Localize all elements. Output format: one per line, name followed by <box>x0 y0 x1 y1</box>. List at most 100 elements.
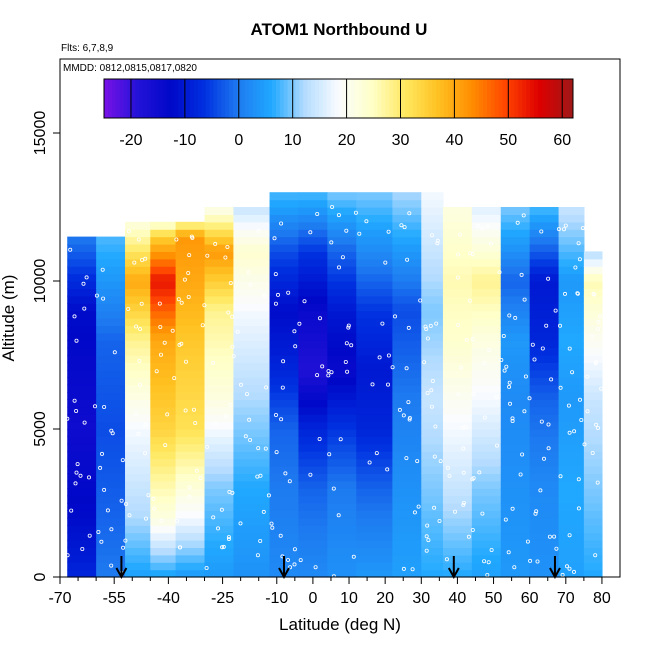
heatmap-cell <box>298 310 328 319</box>
heatmap-cell <box>298 436 328 445</box>
observation-point <box>121 545 126 550</box>
heatmap-cell <box>67 384 97 393</box>
colorbar-swatch <box>174 79 179 118</box>
heatmap-cell <box>298 562 328 571</box>
heatmap-cell <box>442 532 473 541</box>
heatmap-cell <box>150 273 177 282</box>
heatmap-cell <box>233 495 271 504</box>
heatmap-cell <box>471 303 502 312</box>
heatmap-cell <box>233 236 271 245</box>
heatmap-cell <box>356 458 393 467</box>
colorbar-swatch <box>358 79 363 118</box>
colorbar-swatch <box>252 79 257 118</box>
heatmap-cell <box>327 199 357 208</box>
heatmap-cell <box>327 540 357 548</box>
heatmap-cell <box>356 236 393 245</box>
colorbar-swatch <box>455 79 461 118</box>
heatmap-cell <box>421 466 444 474</box>
observation-point <box>567 533 572 538</box>
observation-point <box>577 257 582 262</box>
heatmap-cell <box>471 562 502 571</box>
observation-point <box>534 509 539 514</box>
x-tick-label: -55 <box>103 590 126 607</box>
observation-point <box>401 566 406 571</box>
heatmap-cell <box>356 510 393 519</box>
observation-point <box>256 446 261 451</box>
heatmap-cell <box>125 392 151 400</box>
heatmap-cell <box>269 251 300 260</box>
observation-point <box>292 562 297 567</box>
observation-point <box>102 487 107 492</box>
y-tick-label: 5000 <box>32 411 49 447</box>
observation-point <box>477 470 482 475</box>
heatmap-cell <box>471 288 502 297</box>
heatmap-cell <box>150 517 177 526</box>
heatmap-cell <box>421 221 444 230</box>
heatmap-cell <box>175 392 206 400</box>
observation-point <box>565 564 570 569</box>
observation-point <box>558 385 563 390</box>
heatmap-cell <box>233 325 271 334</box>
observation-point <box>596 425 601 430</box>
colorbar-tick-label: -20 <box>119 132 142 149</box>
observation-point <box>487 347 492 352</box>
observation-point <box>162 340 167 345</box>
colorbar-swatch <box>393 79 398 118</box>
heatmap-cell <box>529 377 560 386</box>
heatmap-cell <box>392 429 422 437</box>
observation-point <box>315 211 320 216</box>
heatmap-cell <box>558 207 585 215</box>
colorbar-swatch <box>307 79 312 118</box>
heatmap-cell <box>558 244 585 252</box>
observation-point <box>317 316 322 321</box>
heatmap-cell <box>269 355 300 363</box>
colorbar-swatch <box>381 79 386 118</box>
heatmap-cell <box>327 443 357 452</box>
heatmap-cell <box>392 480 422 489</box>
y-axis: 0 5000 10000 15000 <box>32 111 60 581</box>
heatmap-cell <box>558 355 585 363</box>
heatmap-cell <box>298 429 328 437</box>
observation-point <box>72 314 77 319</box>
observation-point <box>110 431 115 436</box>
x-axis-label: Latitude (deg N) <box>279 615 401 634</box>
observation-point <box>330 204 335 209</box>
colorbar-swatch <box>193 79 199 118</box>
colorbar-swatch <box>412 79 418 118</box>
heatmap-cell <box>442 406 473 415</box>
colorbar-swatch <box>498 79 504 118</box>
heatmap-cell <box>583 369 603 378</box>
heatmap-cell <box>500 451 531 460</box>
heatmap-cell <box>558 392 585 400</box>
heatmap-cell <box>356 214 393 223</box>
observation-point <box>159 518 164 523</box>
observation-point <box>415 459 420 464</box>
observation-point <box>269 521 274 526</box>
heatmap-cell <box>500 273 531 282</box>
colorbar-swatch <box>244 79 250 118</box>
heatmap-cell <box>298 288 328 297</box>
observation-point <box>547 534 552 539</box>
heatmap-cell <box>356 532 393 541</box>
heatmap-cell <box>298 199 328 208</box>
heatmap-cell <box>150 236 177 245</box>
heatmap-cell <box>471 429 502 437</box>
heatmap-cell <box>150 510 177 519</box>
observation-point <box>226 310 231 315</box>
colorbar-swatch <box>287 79 293 118</box>
observation-point <box>143 256 148 261</box>
heatmap-cell <box>442 355 473 363</box>
observation-point <box>98 465 103 470</box>
observation-point <box>563 291 568 296</box>
observation-point <box>390 365 395 370</box>
observation-point <box>407 211 412 216</box>
colorbar-swatch <box>436 79 441 118</box>
heatmap-cell <box>67 236 97 245</box>
heatmap-cell <box>392 384 422 393</box>
observation-point <box>215 526 220 531</box>
observation-point <box>364 219 369 224</box>
heatmap-cell <box>175 325 206 334</box>
heatmap-cell <box>442 569 473 578</box>
colorbar-tick-label: 40 <box>446 132 464 149</box>
heatmap-cell <box>175 562 206 571</box>
